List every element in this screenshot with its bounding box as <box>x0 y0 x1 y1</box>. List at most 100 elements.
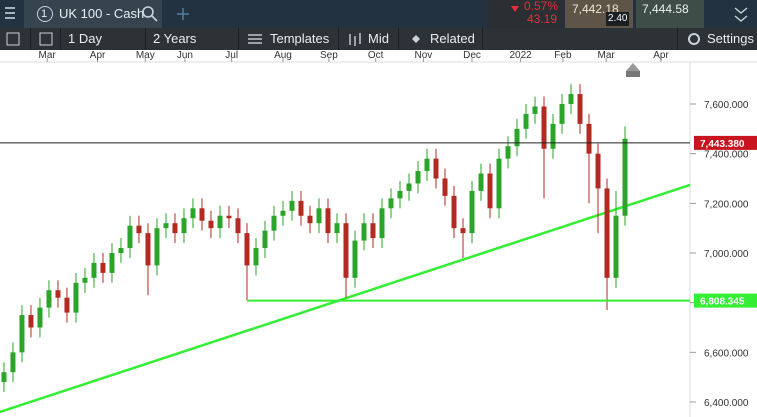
candle-body <box>559 103 565 124</box>
buy-box[interactable] <box>636 0 704 28</box>
x-tick-label: Nov <box>414 50 432 61</box>
price-type[interactable]: Mid <box>368 31 389 46</box>
y-tick-label: 6,600.000 <box>704 348 749 359</box>
price-label-box <box>694 135 757 150</box>
candle-body <box>613 215 619 278</box>
candle-body <box>244 233 250 266</box>
candle-icon <box>349 33 361 46</box>
settings-icon <box>688 33 700 45</box>
candle-body <box>397 190 403 199</box>
x-tick-label: Dec <box>463 50 481 61</box>
menu-icon[interactable] <box>5 7 15 19</box>
search-icon[interactable] <box>142 6 158 22</box>
instrument-badge <box>37 6 53 22</box>
x-tick-label: Apr <box>653 50 669 61</box>
price-label-box <box>694 293 757 308</box>
change-points: 43.19 <box>527 12 558 26</box>
x-tick-label: Feb <box>554 50 572 61</box>
divider <box>60 28 61 50</box>
candle-body <box>595 153 601 189</box>
candle-body <box>478 173 484 191</box>
buy-price[interactable]: 7,444.58 <box>642 2 689 16</box>
y-tick-label: 7,000.000 <box>704 249 749 260</box>
x-tick-label: Sep <box>320 50 338 61</box>
candle-body <box>55 290 61 298</box>
candle-body <box>307 215 313 224</box>
price-label: 7,443.380 <box>700 139 745 150</box>
y-tick-label: 6,400.000 <box>704 398 749 409</box>
candle-body <box>100 262 106 273</box>
candle-body <box>46 290 52 308</box>
candle-body <box>163 223 169 229</box>
x-tick-label: Mar <box>39 50 57 61</box>
candle-body <box>379 208 385 239</box>
y-tick-label: 7,400.000 <box>704 150 749 161</box>
candle-body <box>361 223 367 241</box>
instrument-name[interactable]: UK 100 - Cash <box>59 6 145 21</box>
candle-body <box>109 252 115 273</box>
candle-body <box>298 200 304 216</box>
range[interactable]: 2 Years <box>153 31 197 46</box>
candle-body <box>37 307 43 328</box>
y-tick-label: 7,600.000 <box>704 100 749 111</box>
divider <box>398 28 399 50</box>
candle-body <box>1 372 7 383</box>
candle-body <box>262 230 268 249</box>
toolbar <box>0 28 757 50</box>
candle-body <box>496 158 502 209</box>
candle-body <box>208 220 214 229</box>
y-tick-label: 7,200.000 <box>704 199 749 210</box>
candle-body <box>271 215 277 231</box>
candle-body <box>505 146 511 159</box>
candle-body <box>460 228 466 234</box>
candle-body <box>145 233 151 266</box>
candle-body <box>217 215 223 229</box>
candle-body <box>433 158 439 179</box>
candle-body <box>487 173 493 209</box>
scroll-marker[interactable] <box>626 71 640 77</box>
related-icon <box>412 35 420 43</box>
candle-body <box>28 315 34 328</box>
add-icon[interactable] <box>177 8 189 20</box>
related[interactable]: Related <box>430 31 475 46</box>
candle-body <box>325 208 331 234</box>
x-tick-label: Jul <box>225 50 238 61</box>
candle-body <box>352 240 358 278</box>
layout-icon[interactable] <box>39 32 53 46</box>
candle-body <box>514 128 520 147</box>
candle-body <box>64 297 70 313</box>
candle-body <box>442 178 448 196</box>
candle-body <box>316 208 322 224</box>
settings[interactable]: Settings <box>707 31 754 46</box>
candle-body <box>343 223 349 278</box>
candle-body <box>127 225 133 249</box>
candle-body <box>181 218 187 234</box>
scroll-marker-top[interactable] <box>626 63 640 71</box>
collapse-icon[interactable] <box>734 7 748 22</box>
spread: 2.40 <box>606 12 630 26</box>
x-tick-label: Apr <box>90 50 106 61</box>
candle-body <box>10 352 16 373</box>
divider <box>482 28 483 50</box>
interval[interactable]: 1 Day <box>68 31 102 46</box>
x-tick-label: May <box>136 50 155 61</box>
candle-body <box>190 208 196 219</box>
panel-icon[interactable] <box>6 32 20 46</box>
candle-body <box>451 195 457 229</box>
change-box <box>487 0 562 28</box>
candle-body <box>289 200 295 211</box>
templates[interactable]: Templates <box>270 31 330 46</box>
divider <box>338 28 339 50</box>
candle-body <box>334 223 340 234</box>
x-tick-label: Jun <box>177 50 193 61</box>
instrument-tab[interactable] <box>24 0 162 28</box>
candle-body <box>154 228 160 266</box>
instrument-number: 1 <box>41 8 48 20</box>
x-tick-label: Aug <box>274 50 292 61</box>
candle-body <box>604 188 610 278</box>
candle-body <box>370 223 376 239</box>
candle-body <box>388 198 394 209</box>
down-arrow <box>511 6 519 12</box>
divider <box>145 28 146 50</box>
